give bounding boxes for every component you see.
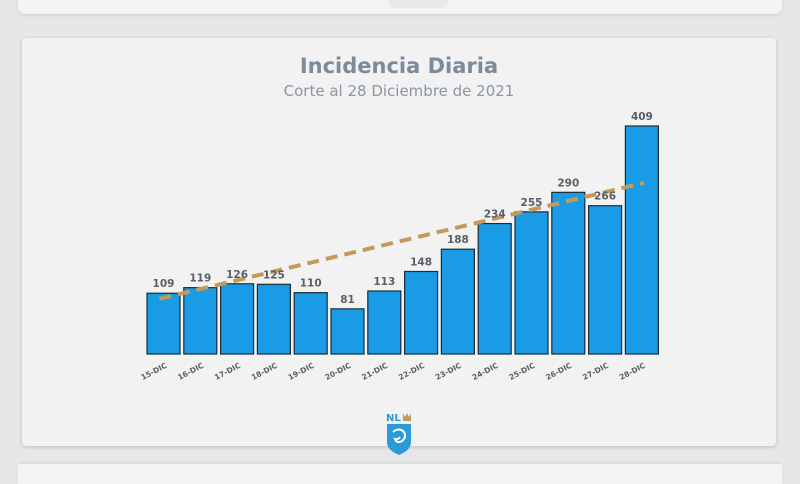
trend-line bbox=[159, 180, 645, 301]
x-tick-label: 27-DIC bbox=[581, 361, 610, 382]
value-label: 113 bbox=[373, 276, 395, 288]
logo-text: NL bbox=[386, 413, 401, 424]
value-label: 81 bbox=[340, 294, 355, 306]
x-tick-label: 21-DIC bbox=[360, 361, 389, 382]
value-label: 290 bbox=[557, 177, 579, 189]
chart-subtitle: Corte al 28 Diciembre de 2021 bbox=[283, 82, 515, 100]
bar-24-dic bbox=[477, 222, 512, 355]
x-tick-label: 15-DIC bbox=[139, 361, 168, 382]
x-tick-label: 23-DIC bbox=[434, 361, 463, 382]
bar-23-dic bbox=[440, 248, 475, 355]
bar-19-dic bbox=[293, 292, 328, 355]
x-tick-label: 25-DIC bbox=[507, 361, 536, 382]
x-tick-label: 18-DIC bbox=[250, 361, 279, 382]
bar-17-dic bbox=[220, 283, 255, 355]
chart-card: Incidencia Diaria Corte al 28 Diciembre … bbox=[22, 38, 776, 455]
bar-28-dic bbox=[624, 125, 660, 355]
value-label: 148 bbox=[410, 256, 432, 268]
x-tick-label: 16-DIC bbox=[176, 361, 205, 382]
value-label: 255 bbox=[521, 197, 543, 209]
value-label: 110 bbox=[300, 278, 322, 290]
bar-22-dic bbox=[404, 270, 439, 355]
bar-chart: 109 119 126 125 110 81 113 148 188 234 255 290 266 40… bbox=[139, 111, 660, 382]
x-tick-label: 22-DIC bbox=[397, 361, 426, 382]
x-tick-label: 28-DIC bbox=[618, 361, 647, 382]
previous-card-edge bbox=[18, 0, 782, 14]
bar-26-dic bbox=[551, 191, 586, 355]
bar-21-dic bbox=[367, 290, 402, 355]
value-label: 234 bbox=[484, 209, 506, 221]
bar-16-dic bbox=[183, 287, 218, 355]
x-tick-label: 26-DIC bbox=[544, 361, 573, 382]
next-card-edge bbox=[18, 464, 782, 484]
value-label: 126 bbox=[226, 269, 248, 281]
value-label: 109 bbox=[153, 278, 175, 290]
x-tick-label: 20-DIC bbox=[323, 361, 352, 382]
chart-title: Incidencia Diaria bbox=[299, 54, 499, 78]
bar-25-dic bbox=[514, 211, 549, 355]
value-label: 188 bbox=[447, 234, 469, 246]
value-label: 266 bbox=[594, 191, 616, 203]
value-label: 409 bbox=[631, 111, 653, 123]
bars-layer bbox=[146, 125, 660, 355]
bar-18-dic bbox=[256, 283, 291, 355]
value-label: 125 bbox=[263, 269, 285, 281]
previous-card-notch bbox=[388, 0, 448, 8]
nuevo-leon-shield-logo-icon: NL bbox=[386, 413, 411, 455]
value-labels-layer: 109 119 126 125 110 81 113 148 188 234 255 290 266 40… bbox=[153, 111, 653, 306]
value-label: 119 bbox=[189, 273, 211, 285]
bar-20-dic bbox=[330, 308, 365, 355]
x-tick-label: 17-DIC bbox=[213, 361, 242, 382]
logo-emblem-icon bbox=[392, 428, 407, 444]
bar-27-dic bbox=[587, 205, 623, 355]
x-tick-label: 24-DIC bbox=[471, 361, 500, 382]
bar-15-dic bbox=[146, 292, 181, 355]
x-axis-labels-layer: 15-DIC 16-DIC 17-DIC 18-DIC 19-DIC 20-DIC 21-D… bbox=[139, 361, 647, 382]
x-tick-label: 19-DIC bbox=[287, 361, 316, 382]
logo-crown-icon bbox=[403, 413, 411, 421]
